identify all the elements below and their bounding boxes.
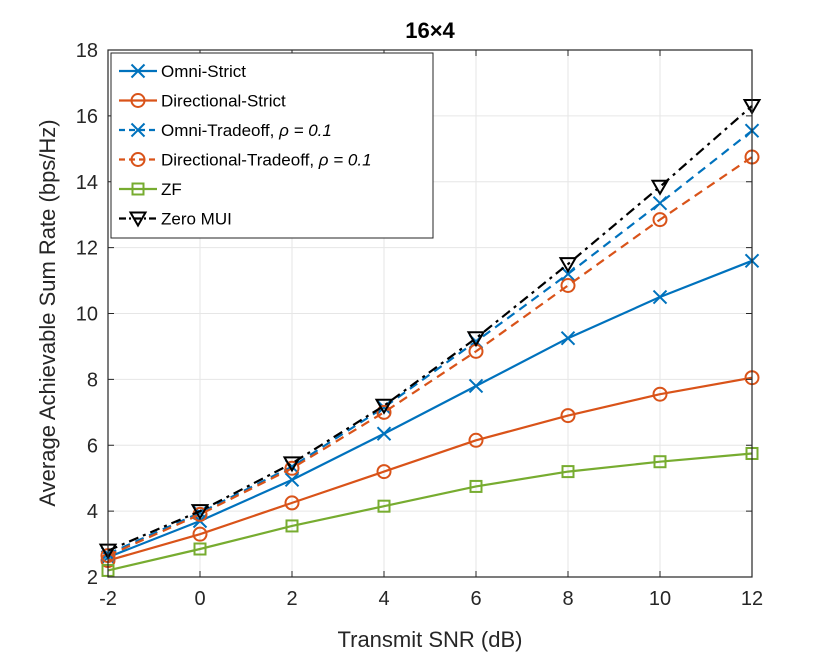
- data-point: [652, 386, 668, 402]
- data-point: [192, 526, 208, 542]
- series-line: [107, 129, 753, 555]
- legend-box: [110, 52, 434, 239]
- data-point: [374, 398, 394, 415]
- data-point: [560, 408, 576, 424]
- data-point: [560, 266, 576, 282]
- x-tick-label: 0: [194, 588, 205, 610]
- x-tick-label: -2: [99, 588, 117, 610]
- marker-stroke: [130, 63, 146, 79]
- y-tick-label: 12: [76, 238, 98, 260]
- legend-label-main: ZF: [161, 180, 182, 199]
- data-point: [376, 464, 392, 480]
- legend-label-main: Omni-Strict: [161, 62, 246, 81]
- marker-stroke: [376, 426, 392, 441]
- legend-label: Zero MUI: [161, 210, 232, 229]
- legend-entry: Omni-Strict: [119, 62, 246, 81]
- legend-label-main: Directional-Strict: [161, 92, 286, 111]
- x-tick-label: 4: [378, 588, 389, 610]
- legend-marker: [130, 63, 146, 79]
- marker-stroke: [560, 330, 576, 346]
- legend-label: Omni-Tradeoff, ρ = 0.1: [161, 121, 332, 140]
- legend-label-rho: ρ = 0.1: [318, 151, 372, 170]
- legend-entry: Directional-Tradeoff, ρ = 0.1: [119, 151, 372, 170]
- legend-marker: [130, 93, 146, 108]
- data-point: [561, 465, 575, 479]
- legend-marker: [131, 182, 145, 196]
- x-axis-label: Transmit SNR (dB): [338, 627, 523, 652]
- series-line: [107, 156, 753, 557]
- legend: Omni-Strict Directional-Strict Omni-Tradeo…: [110, 52, 434, 239]
- marker-stroke: [652, 195, 668, 211]
- x-tick-label: 8: [562, 588, 573, 610]
- y-tick-label: 8: [87, 369, 98, 391]
- x-tick-label: 12: [741, 588, 763, 610]
- data-point: [560, 330, 576, 346]
- marker-stroke: [560, 266, 576, 282]
- data-point: [653, 455, 667, 469]
- legend-label-main: Directional-Tradeoff,: [161, 151, 319, 170]
- legend-label-rho: ρ = 0.1: [278, 121, 332, 140]
- y-tick-label: 2: [87, 567, 98, 589]
- series-line: [107, 259, 753, 559]
- x-tick-label: 2: [286, 588, 297, 610]
- data-point: [652, 212, 668, 228]
- data-point: [284, 472, 300, 488]
- y-tick-label: 4: [87, 501, 98, 523]
- data-point: [377, 499, 391, 513]
- legend-label: Omni-Strict: [161, 62, 246, 81]
- legend-entry: Omni-Tradeoff, ρ = 0.1: [119, 121, 332, 140]
- series-3: [100, 149, 760, 564]
- data-point: [376, 400, 392, 415]
- marker-stroke: [284, 472, 300, 488]
- legend-label: Directional-Tradeoff, ρ = 0.1: [161, 151, 372, 170]
- legend-label: Directional-Strict: [161, 92, 286, 111]
- series-line: [107, 376, 753, 562]
- data-point: [468, 378, 484, 394]
- legend-entry: ZF: [119, 180, 182, 199]
- data-point: [284, 495, 300, 511]
- y-tick-label: 10: [76, 304, 98, 326]
- series-line: [107, 452, 753, 572]
- legend-entry: Directional-Strict: [119, 92, 286, 111]
- legend-label: ZF: [161, 180, 182, 199]
- x-tick-label: 10: [649, 588, 671, 610]
- chart-title: 16×4: [405, 18, 455, 43]
- data-point: [376, 404, 392, 420]
- marker-stroke: [652, 289, 668, 305]
- data-point: [282, 456, 302, 473]
- legend-marker: [130, 152, 146, 167]
- x-tick-label: 6: [470, 588, 481, 610]
- legend-marker: [130, 122, 146, 138]
- data-point: [650, 179, 670, 196]
- y-tick-label: 6: [87, 435, 98, 457]
- marker-stroke: [130, 122, 146, 138]
- series-layer: [98, 98, 762, 577]
- legend-label-main: Omni-Tradeoff,: [161, 121, 279, 140]
- y-tick-label: 18: [76, 40, 98, 62]
- marker-stroke: [376, 400, 392, 415]
- data-point: [284, 460, 300, 476]
- data-point: [652, 195, 668, 211]
- data-point: [468, 432, 484, 448]
- marker-stroke: [468, 378, 484, 394]
- data-point: [193, 542, 207, 556]
- data-point: [285, 519, 299, 533]
- series-line: [107, 105, 753, 552]
- y-axis-label: Average Achievable Sum Rate (bps/Hz): [35, 119, 60, 506]
- data-point: [558, 257, 578, 274]
- y-tick-label: 14: [76, 172, 98, 194]
- legend-entry: Zero MUI: [119, 210, 232, 229]
- data-point: [560, 278, 576, 294]
- legend-marker: [128, 211, 148, 228]
- data-point: [652, 289, 668, 305]
- y-tick-label: 16: [76, 106, 98, 128]
- data-point: [190, 504, 210, 521]
- data-point: [466, 331, 486, 348]
- data-point: [376, 426, 392, 441]
- data-point: [469, 479, 483, 493]
- legend-label-main: Zero MUI: [161, 210, 232, 229]
